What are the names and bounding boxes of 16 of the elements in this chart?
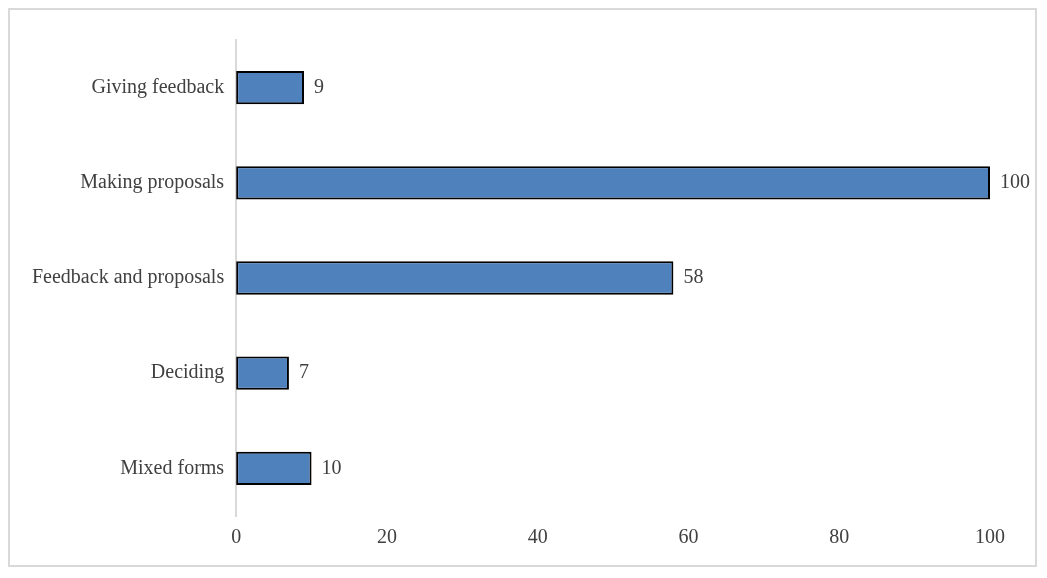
x-tick-label: 0 (231, 525, 242, 548)
data-label: 7 (298, 360, 309, 383)
data-label: 9 (314, 74, 325, 97)
y-tick-label: Mixed forms (120, 455, 225, 478)
y-tick-label: Deciding (150, 360, 225, 384)
x-tick-label: 60 (678, 525, 699, 548)
y-tick-label: Making proposals (80, 170, 225, 194)
x-tick-label: 20 (376, 525, 397, 548)
data-label: 10 (321, 455, 342, 478)
data-label: 58 (683, 265, 704, 288)
x-tick-label: 80 (829, 525, 850, 548)
x-tick-label: 40 (527, 525, 548, 548)
x-tick-label: 100 (975, 525, 1005, 548)
y-tick-label: Feedback and proposals (32, 265, 225, 289)
y-tick-label: Giving feedback (91, 74, 225, 98)
data-label: 100 (1000, 170, 1030, 193)
